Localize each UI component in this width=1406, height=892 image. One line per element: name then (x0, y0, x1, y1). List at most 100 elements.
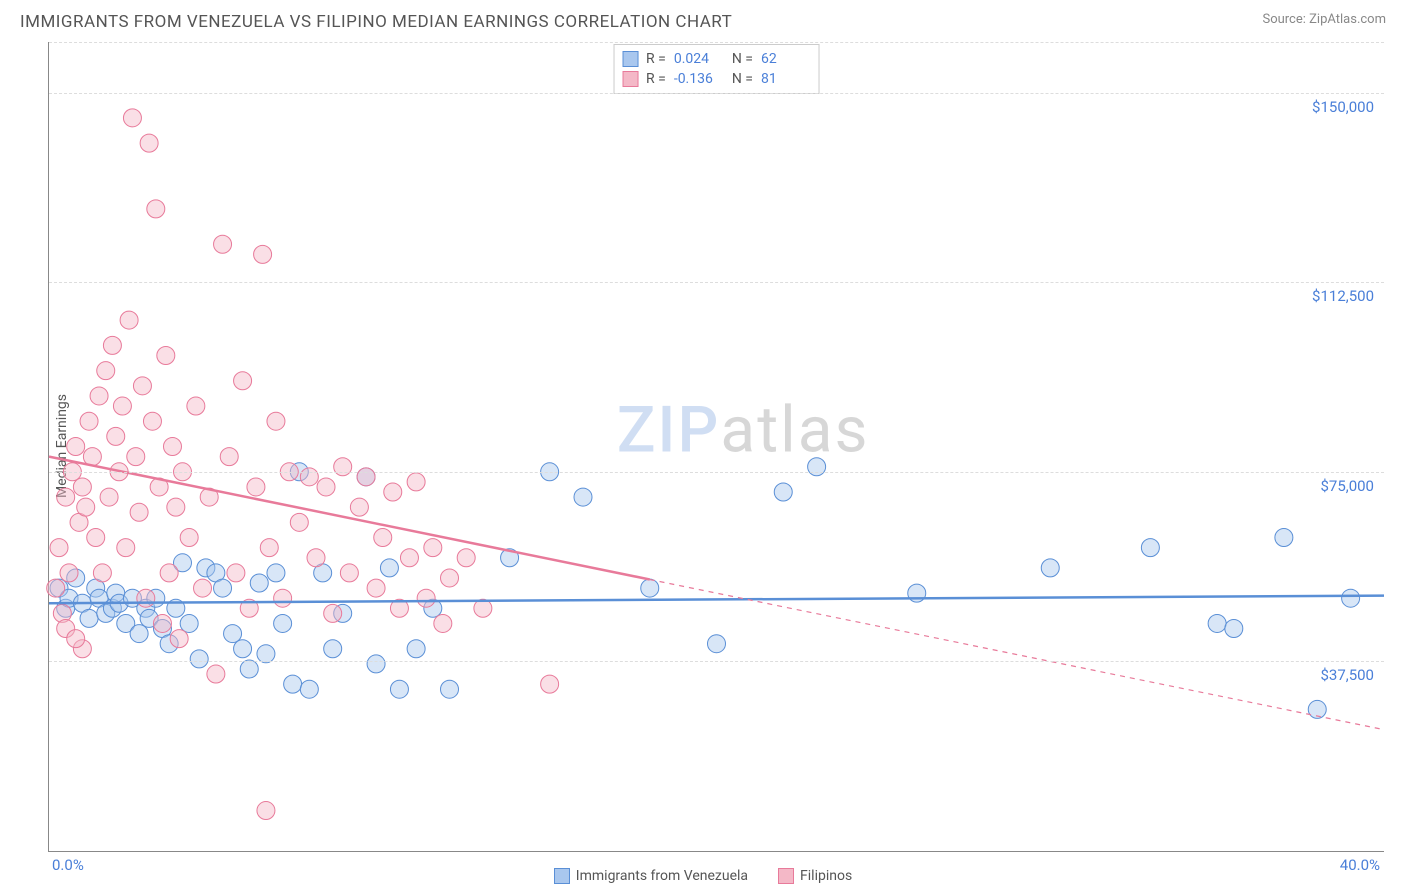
legend-swatch (778, 868, 794, 884)
data-point (50, 539, 68, 557)
n-value: 62 (761, 51, 811, 67)
data-point (1208, 614, 1226, 632)
data-point (67, 630, 85, 648)
legend-swatch (622, 51, 638, 67)
data-point (708, 635, 726, 653)
data-point (400, 549, 418, 567)
data-point (441, 569, 459, 587)
data-point (407, 640, 425, 658)
data-point (374, 529, 392, 547)
data-point (254, 245, 272, 263)
trend-line-extrapolated (650, 579, 1384, 729)
data-point (170, 630, 188, 648)
series-legend: Immigrants from Venezuela Filipinos (0, 868, 1406, 884)
data-point (127, 448, 145, 466)
data-point (390, 680, 408, 698)
data-point (137, 589, 155, 607)
data-point (107, 427, 125, 445)
data-point (257, 802, 275, 820)
n-label: N = (732, 51, 753, 67)
data-point (324, 640, 342, 658)
data-point (247, 478, 265, 496)
y-tick-label: $37,500 (1320, 666, 1374, 684)
data-point (120, 311, 138, 329)
data-point (340, 564, 358, 582)
chart-plot-area: ZIPatlas R =0.024N =62R =-0.136N =81 $37… (48, 42, 1384, 852)
data-point (250, 574, 268, 592)
data-point (1342, 589, 1360, 607)
data-point (190, 650, 208, 668)
data-point (274, 614, 292, 632)
gridline (49, 472, 1384, 473)
data-point (73, 478, 91, 496)
legend-item: Immigrants from Venezuela (554, 868, 748, 884)
data-point (214, 235, 232, 253)
data-point (47, 579, 65, 597)
legend-label: Immigrants from Venezuela (576, 868, 748, 884)
data-point (160, 564, 178, 582)
data-point (140, 134, 158, 152)
scatter-svg (49, 42, 1384, 851)
r-value: -0.136 (674, 71, 724, 87)
data-point (384, 483, 402, 501)
data-point (350, 498, 368, 516)
data-point (90, 387, 108, 405)
data-point (180, 614, 198, 632)
data-point (380, 559, 398, 577)
data-point (113, 397, 131, 415)
data-point (57, 488, 75, 506)
data-point (100, 488, 118, 506)
data-point (424, 539, 442, 557)
data-point (774, 483, 792, 501)
data-point (93, 564, 111, 582)
correlation-legend-row: R =0.024N =62 (622, 49, 811, 69)
legend-swatch (554, 868, 570, 884)
data-point (153, 614, 171, 632)
data-point (194, 579, 212, 597)
data-point (130, 625, 148, 643)
data-point (324, 604, 342, 622)
gridline (49, 42, 1384, 43)
data-point (117, 539, 135, 557)
y-tick-label: $150,000 (1312, 98, 1374, 116)
data-point (541, 675, 559, 693)
data-point (187, 397, 205, 415)
data-point (808, 458, 826, 476)
n-value: 81 (761, 71, 811, 87)
data-point (307, 549, 325, 567)
data-point (224, 625, 242, 643)
data-point (167, 498, 185, 516)
data-point (367, 655, 385, 673)
data-point (334, 458, 352, 476)
data-point (83, 448, 101, 466)
data-point (147, 200, 165, 218)
data-point (300, 680, 318, 698)
source-attribution: Source: ZipAtlas.com (1262, 12, 1386, 27)
data-point (284, 675, 302, 693)
gridline (49, 93, 1384, 94)
data-point (123, 109, 141, 127)
data-point (267, 412, 285, 430)
data-point (60, 564, 78, 582)
data-point (417, 589, 435, 607)
data-point (457, 549, 475, 567)
data-point (163, 438, 181, 456)
n-label: N = (732, 71, 753, 87)
data-point (130, 503, 148, 521)
r-value: 0.024 (674, 51, 724, 67)
header: IMMIGRANTS FROM VENEZUELA VS FILIPINO ME… (0, 0, 1406, 36)
data-point (80, 609, 98, 627)
data-point (1041, 559, 1059, 577)
data-point (267, 564, 285, 582)
legend-label: Filipinos (800, 868, 852, 884)
gridline (49, 282, 1384, 283)
data-point (77, 498, 95, 516)
data-point (103, 336, 121, 354)
data-point (357, 468, 375, 486)
data-point (1141, 539, 1159, 557)
data-point (300, 468, 318, 486)
data-point (87, 529, 105, 547)
data-point (434, 614, 452, 632)
data-point (257, 645, 275, 663)
data-point (407, 473, 425, 491)
